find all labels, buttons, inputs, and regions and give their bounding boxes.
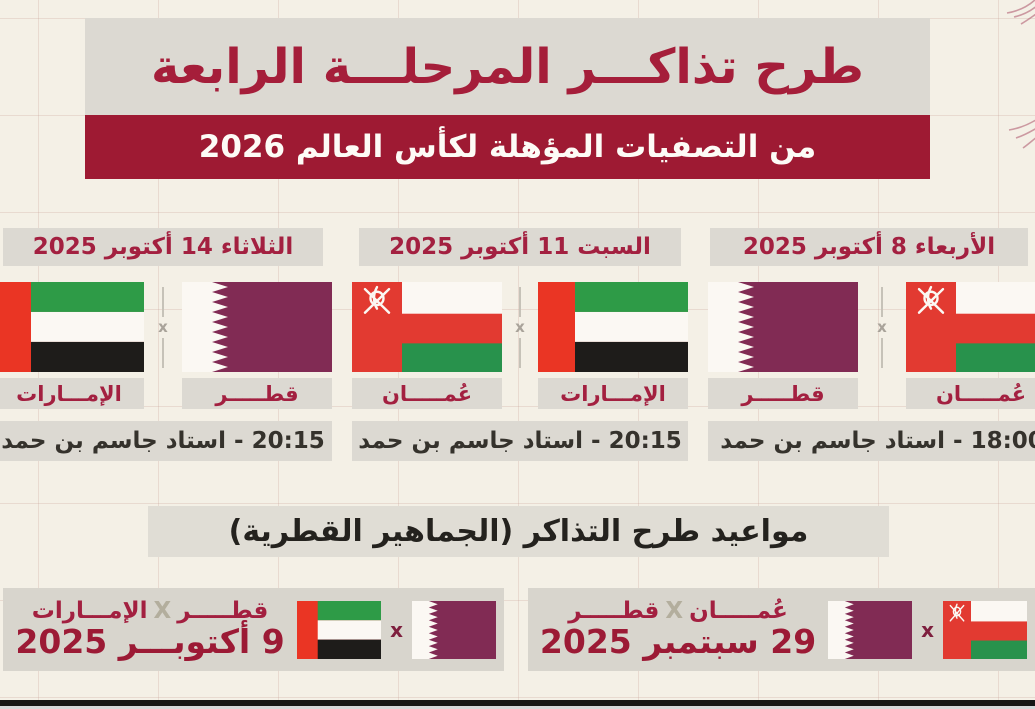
ticket-matchup: عُمـــــانXقطـــــر [568,599,788,623]
ticket-x: X [153,598,172,625]
team-name-qatar: قطـــــر [182,378,332,409]
flags-row: x [708,282,1035,372]
flags-row: x [0,282,332,372]
match-card-oct-8: الأربعاء 8 أكتوبر 2025 x قطـــــر عُمـــ… [708,228,1035,461]
footer-divider [0,700,1035,706]
flag-qatar-icon [828,600,913,659]
header-title-box: طرح تذاكـــر المرحلـــة الرابعة [85,18,930,115]
match-date: الأربعاء 8 أكتوبر 2025 [710,228,1028,266]
ticket-card-flags: x [828,600,1027,659]
flag-qatar-icon [412,600,496,659]
team-names-row: الإمـــارات قطـــــر [0,378,332,409]
ticket-x: X [665,598,684,625]
team-names-row: قطـــــر عُمـــــان [708,378,1035,409]
vs-x: x [515,317,525,336]
vs-divider: x [502,267,538,387]
page-title: طرح تذاكـــر المرحلـــة الرابعة [150,38,865,95]
time-venue: 20:15 - استاد جاسم بن حمد [0,421,332,461]
ticket-team-a: قطـــــر [177,598,269,625]
team-names-row: عُمـــــان الإمـــارات [352,378,688,409]
match-date: الثلاثاء 14 أكتوبر 2025 [3,228,323,266]
vs-x: x [390,617,403,642]
ticket-team-a: عُمـــــان [689,598,788,625]
vs-x: x [877,317,887,336]
team-name-uae: الإمـــارات [0,378,144,409]
ticket-date: 29 سبتمبر 2025 [539,622,817,662]
flag-oman-icon [906,282,1035,372]
time-venue: 20:15 - استاد جاسم بن حمد [352,421,688,461]
tickets-section-strip: مواعيد طرح التذاكر (الجماهير القطرية) [148,506,889,557]
ticket-card-text: قطـــــرXالإمـــارات 9 أكتوبـــر 2025 [3,599,297,660]
vs-x: x [921,617,934,642]
ticket-card-flags: x [297,600,496,659]
palm-leaf-decoration-icon [1005,0,1035,66]
vs-x: x [158,317,168,336]
flag-uae-icon [538,282,688,372]
ticket-matchup: قطـــــرXالإمـــارات [32,599,269,623]
page-subtitle: من التصفيات المؤهلة لكأس العالم 2026 [198,128,817,165]
ticket-card-text: عُمـــــانXقطـــــر 29 سبتمبر 2025 [528,599,828,660]
ticket-team-b: الإمـــارات [31,598,148,625]
header-subtitle-band: من التصفيات المؤهلة لكأس العالم 2026 [85,115,930,179]
flag-uae-icon [297,600,382,659]
flags-row: x [352,282,688,372]
flag-qatar-icon [182,282,332,372]
ticket-card-oman-qatar: عُمـــــانXقطـــــر 29 سبتمبر 2025 x [528,588,1035,671]
flag-uae-icon [0,282,144,372]
tickets-section-title: مواعيد طرح التذاكر (الجماهير القطرية) [228,514,809,549]
team-name-uae: الإمـــارات [538,378,688,409]
team-name-oman: عُمـــــان [906,378,1035,409]
team-name-qatar: قطـــــر [708,378,858,409]
palm-leaf-decoration-icon [1005,112,1035,176]
vs-divider: x [144,267,182,387]
team-name-oman: عُمـــــان [352,378,502,409]
ticket-team-b: قطـــــر [568,598,660,625]
time-venue: 18:00 - استاد جاسم بن حمد [708,421,1035,461]
ticket-card-qatar-uae: قطـــــرXالإمـــارات 9 أكتوبـــر 2025 x [3,588,504,671]
vs-divider: x [858,267,906,387]
footer-underline [0,706,1035,709]
flag-qatar-icon [708,282,858,372]
flag-oman-icon [352,282,502,372]
ticket-date: 9 أكتوبـــر 2025 [15,622,285,662]
match-card-oct-14: الثلاثاء 14 أكتوبر 2025 x الإمـــارات قط… [0,228,332,461]
flag-oman-icon [943,600,1027,659]
match-card-oct-11: السبت 11 أكتوبر 2025 x عُمـــــان الإمــ… [352,228,688,461]
match-date: السبت 11 أكتوبر 2025 [359,228,681,266]
